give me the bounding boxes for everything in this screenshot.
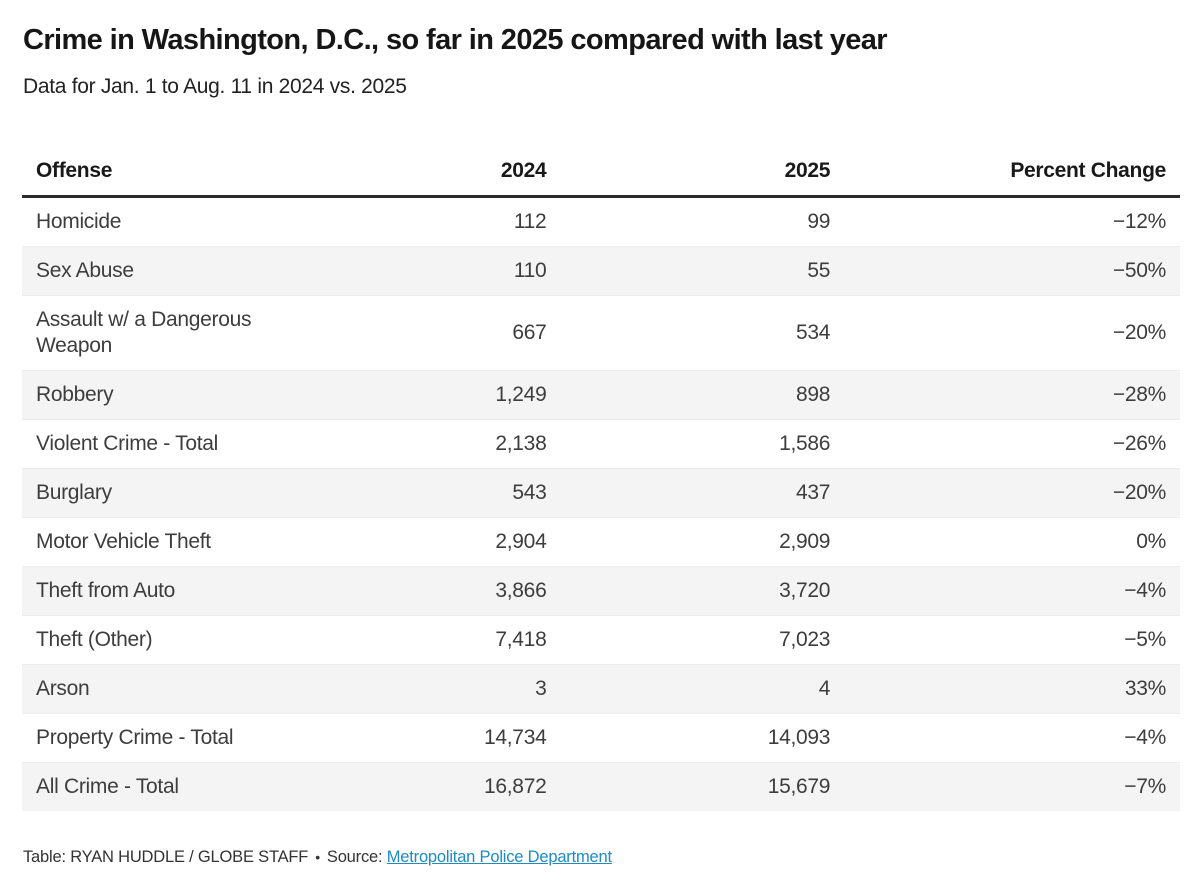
cell-offense: Assault w/ a Dangerous Weapon bbox=[36, 308, 252, 357]
cell-offense: Arson bbox=[36, 677, 90, 700]
cell-offense: Theft from Auto bbox=[36, 579, 176, 602]
cell-2024: 2,904 bbox=[495, 530, 547, 553]
cell-2025: 2,909 bbox=[779, 530, 831, 553]
cell-percent-change: −28% bbox=[1112, 383, 1166, 406]
table-row-burglary: Burglary 543 437 −20% bbox=[22, 468, 1180, 518]
table-body: Homicide 112 99 −12% Sex Abuse 110 55 −5… bbox=[22, 197, 1180, 811]
cell-2025: 3,720 bbox=[779, 579, 831, 602]
cell-2024: 16,872 bbox=[484, 775, 547, 798]
table-row-theft-other: Theft (Other) 7,418 7,023 −5% bbox=[22, 615, 1180, 665]
cell-offense: Burglary bbox=[36, 481, 112, 504]
table-row-homicide: Homicide 112 99 −12% bbox=[22, 197, 1180, 247]
cell-percent-change: −5% bbox=[1124, 628, 1166, 651]
source-link[interactable]: Metropolitan Police Department bbox=[386, 848, 612, 866]
cell-2025: 437 bbox=[796, 481, 831, 504]
crime-table-page: Crime in Washington, D.C., so far in 202… bbox=[22, 24, 1180, 868]
cell-2025: 7,023 bbox=[779, 628, 831, 651]
cell-2024: 1,249 bbox=[495, 383, 547, 406]
cell-percent-change: −50% bbox=[1112, 259, 1166, 282]
cell-percent-change: −4% bbox=[1124, 726, 1166, 749]
crime-table: Offense 2024 2025 Percent Change Homicid… bbox=[22, 148, 1180, 811]
cell-2024: 3,866 bbox=[495, 579, 547, 602]
cell-2025: 14,093 bbox=[767, 726, 831, 749]
table-row-robbery: Robbery 1,249 898 −28% bbox=[22, 370, 1180, 420]
cell-percent-change: −4% bbox=[1124, 579, 1166, 602]
table-row-sex-abuse: Sex Abuse 110 55 −50% bbox=[22, 246, 1180, 296]
table-row-arson: Arson 3 4 33% bbox=[22, 664, 1180, 714]
cell-2025: 534 bbox=[796, 321, 831, 344]
cell-2024: 7,418 bbox=[495, 628, 547, 651]
col-header-2024: 2024 bbox=[328, 148, 561, 198]
cell-2024: 2,138 bbox=[495, 432, 547, 455]
cell-offense: Violent Crime - Total bbox=[36, 432, 219, 455]
cell-percent-change: 0% bbox=[1136, 530, 1166, 553]
cell-offense: Homicide bbox=[36, 210, 122, 233]
col-header-percent-change: Percent Change bbox=[844, 148, 1180, 198]
table-credit: Table: RYAN HUDDLE / GLOBE STAFF bbox=[23, 848, 309, 866]
table-header-row: Offense 2024 2025 Percent Change bbox=[22, 148, 1180, 198]
cell-offense: Motor Vehicle Theft bbox=[36, 530, 211, 553]
cell-2025: 898 bbox=[796, 383, 831, 406]
table-row-property-crime-total: Property Crime - Total 14,734 14,093 −4% bbox=[22, 713, 1180, 763]
cell-2024: 14,734 bbox=[484, 726, 547, 749]
table-row-motor-vehicle-theft: Motor Vehicle Theft 2,904 2,909 0% bbox=[22, 517, 1180, 567]
cell-percent-change: −20% bbox=[1112, 481, 1166, 504]
cell-offense: Theft (Other) bbox=[36, 628, 153, 651]
cell-2024: 3 bbox=[535, 677, 547, 700]
cell-2025: 1,586 bbox=[779, 432, 831, 455]
cell-offense: Robbery bbox=[36, 383, 114, 406]
cell-2024: 112 bbox=[513, 210, 547, 233]
table-row-all-crime-total: All Crime - Total 16,872 15,679 −7% bbox=[22, 762, 1180, 811]
footer-credit-line: Table: RYAN HUDDLE / GLOBE STAFF • Source:… bbox=[23, 847, 1180, 868]
cell-2025: 99 bbox=[807, 210, 831, 233]
bullet-separator: • bbox=[315, 849, 320, 865]
cell-2025: 15,679 bbox=[767, 775, 831, 798]
page-title: Crime in Washington, D.C., so far in 202… bbox=[23, 24, 888, 56]
cell-offense: Sex Abuse bbox=[36, 259, 134, 282]
cell-percent-change: 33% bbox=[1124, 677, 1166, 700]
cell-2024: 667 bbox=[512, 321, 547, 344]
cell-percent-change: −26% bbox=[1112, 432, 1166, 455]
cell-2024: 110 bbox=[513, 259, 547, 282]
page-subtitle: Data for Jan. 1 to Aug. 11 in 2024 vs. 2… bbox=[23, 75, 407, 98]
source-label: Source: bbox=[326, 848, 383, 866]
table-header: Offense 2024 2025 Percent Change bbox=[22, 148, 1180, 198]
cell-2024: 543 bbox=[512, 481, 547, 504]
cell-percent-change: −12% bbox=[1112, 210, 1166, 233]
cell-2025: 4 bbox=[818, 677, 831, 700]
cell-2025: 55 bbox=[807, 259, 831, 282]
col-header-2025: 2025 bbox=[560, 148, 845, 198]
table-row-assault-dangerous-weapon: Assault w/ a Dangerous Weapon 667 534 −2… bbox=[22, 295, 1180, 371]
cell-offense: All Crime - Total bbox=[36, 775, 179, 798]
cell-percent-change: −7% bbox=[1124, 775, 1166, 798]
table-row-theft-from-auto: Theft from Auto 3,866 3,720 −4% bbox=[22, 566, 1180, 616]
cell-offense: Property Crime - Total bbox=[36, 726, 234, 749]
table-row-violent-crime-total: Violent Crime - Total 2,138 1,586 −26% bbox=[22, 419, 1180, 469]
col-header-offense: Offense bbox=[22, 148, 329, 198]
cell-percent-change: −20% bbox=[1112, 321, 1166, 344]
